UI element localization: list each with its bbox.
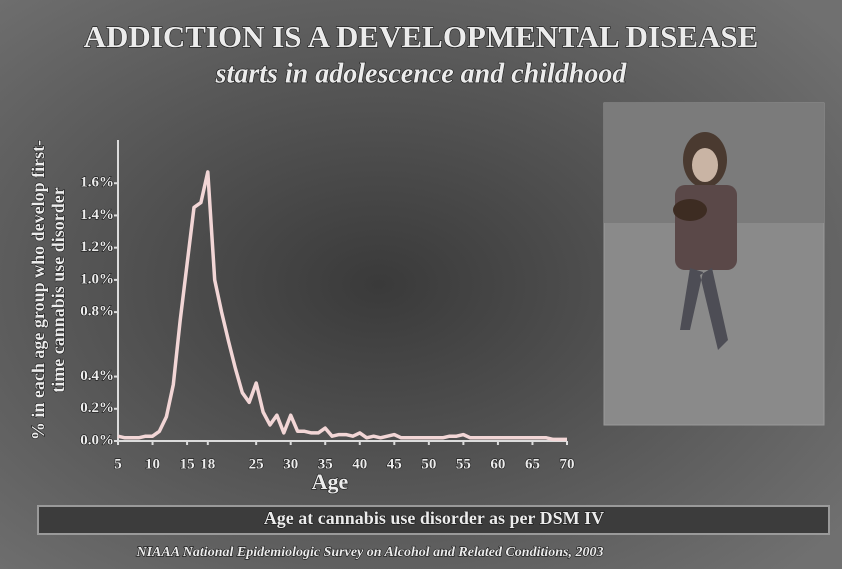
note-box	[37, 505, 830, 535]
y-axis-label: time cannabis use disorder	[48, 187, 68, 393]
x-tick-label: 60	[490, 456, 505, 472]
x-tick-label: 15	[180, 456, 195, 472]
x-tick-label: 65	[525, 456, 540, 472]
x-tick-label: 30	[283, 456, 298, 472]
data-line	[117, 170, 567, 442]
photo-ball	[673, 199, 707, 221]
x-tick-label: 10	[145, 456, 160, 472]
y-axis-label: % in each age group who develop first-	[28, 140, 48, 440]
x-tick-label: 5	[114, 456, 122, 472]
photo-shirt	[675, 185, 737, 270]
x-axis-label: Age	[312, 469, 349, 494]
y-tick-label: 0.2%	[80, 400, 114, 416]
y-tick-label: 0.0%	[80, 432, 114, 448]
photo	[603, 102, 825, 426]
x-tick-label: 55	[456, 456, 471, 472]
x-tick-label: 25	[249, 456, 264, 472]
y-tick-label: 1.4%	[80, 207, 114, 223]
photo-legs	[680, 268, 728, 350]
y-tick-label: 1.0%	[80, 271, 114, 287]
title: ADDICTION IS A DEVELOPMENTAL DISEASE	[84, 19, 759, 54]
x-tick-label: 18	[200, 456, 215, 472]
y-tick-label: 0.8%	[80, 304, 114, 320]
subtitle: starts in adolescence and childhood	[215, 58, 628, 89]
x-tick-label: 45	[387, 456, 402, 472]
x-tick-label: 40	[352, 456, 367, 472]
plot	[117, 140, 567, 442]
y-tick-label: 0.4%	[80, 368, 114, 384]
note: Age at cannabis use disorder as per DSM …	[264, 508, 604, 528]
x-tick-label: 35	[318, 456, 333, 472]
x-tick-label: 70	[560, 456, 575, 472]
photo-face	[692, 148, 718, 182]
y-tick-label: 1.2%	[80, 239, 114, 255]
x-tick-label: 50	[421, 456, 436, 472]
y-tick-label: 1.6%	[80, 175, 114, 191]
source: NIAAA National Epidemiologic Survey on A…	[136, 545, 604, 560]
